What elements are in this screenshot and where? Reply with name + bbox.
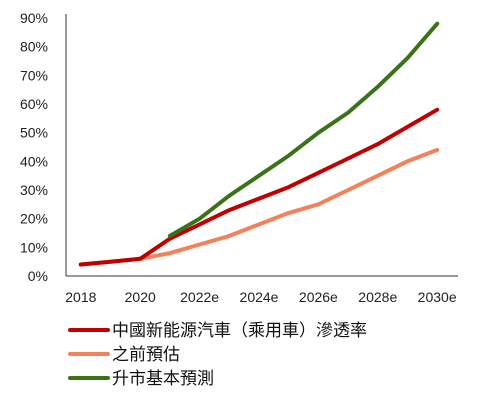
y-axis-ticks: 0% 10% 20% 30% 40% 50% 60% 70% 80% 90%	[20, 10, 48, 284]
y-tick-label: 10%	[20, 239, 48, 255]
y-tick-label: 0%	[28, 268, 48, 284]
x-tick-label: 2024e	[240, 289, 279, 305]
y-tick-label: 40%	[20, 153, 48, 169]
legend-label: 中國新能源汽車（乘用車）滲透率	[112, 321, 367, 341]
y-tick-label: 50%	[20, 125, 48, 141]
y-tick-label: 90%	[20, 10, 48, 26]
series-line-0	[78, 107, 440, 267]
x-tick-label: 2028e	[358, 289, 397, 305]
y-tick-label: 60%	[20, 96, 48, 112]
axes	[65, 14, 458, 277]
legend-label: 之前預估	[112, 345, 180, 365]
x-axis-ticks: 2018 2020 2022e 2024e 2026e 2028e 2030e	[65, 289, 457, 305]
legend-label: 升市基本預測	[112, 369, 214, 389]
y-tick-label: 80%	[20, 39, 48, 55]
y-tick-label: 20%	[20, 211, 48, 227]
series-line-1	[78, 147, 440, 267]
series-lines	[78, 21, 440, 267]
x-tick-label: 2018	[65, 289, 96, 305]
x-tick-label: 2020	[125, 289, 156, 305]
x-tick-label: 2022e	[180, 289, 219, 305]
series-line-2	[167, 21, 440, 238]
y-tick-label: 70%	[20, 67, 48, 83]
x-tick-label: 2030e	[418, 289, 457, 305]
y-tick-label: 30%	[20, 182, 48, 198]
x-tick-label: 2026e	[299, 289, 338, 305]
